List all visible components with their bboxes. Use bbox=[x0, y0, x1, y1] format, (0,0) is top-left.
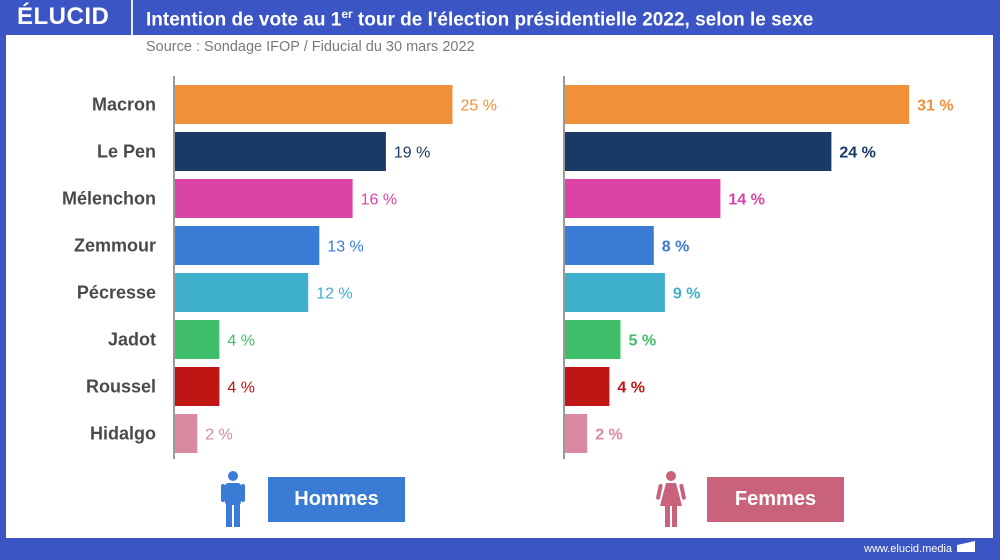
title-superscript: er bbox=[341, 7, 353, 21]
bar-hommes bbox=[175, 320, 220, 359]
value-label-femmes: 31 % bbox=[917, 98, 953, 115]
value-label-femmes: 4 % bbox=[617, 380, 645, 397]
bar-hommes bbox=[175, 179, 353, 218]
category-label: Le Pen bbox=[97, 142, 156, 162]
bar-femmes bbox=[565, 226, 654, 265]
legend-women-label: Femmes bbox=[734, 488, 817, 510]
value-label-hommes: 2 % bbox=[205, 427, 233, 444]
header: ÉLUCID Intention de vote au 1er tour de … bbox=[0, 0, 1000, 35]
title-part-1: Intention de vote au 1 bbox=[146, 9, 342, 31]
bar-hommes bbox=[175, 414, 198, 453]
bar-femmes bbox=[565, 414, 588, 453]
value-label-hommes: 4 % bbox=[227, 333, 255, 350]
bar-femmes bbox=[565, 132, 832, 171]
value-label-hommes: 13 % bbox=[327, 239, 363, 256]
bar-femmes bbox=[565, 273, 665, 312]
value-label-hommes: 19 % bbox=[394, 145, 430, 162]
bar-hommes bbox=[175, 367, 220, 406]
bar-femmes bbox=[565, 85, 910, 124]
value-label-femmes: 9 % bbox=[673, 286, 701, 303]
value-label-hommes: 25 % bbox=[461, 98, 497, 115]
bar-femmes bbox=[565, 367, 610, 406]
value-label-hommes: 16 % bbox=[361, 192, 397, 209]
header-separator bbox=[131, 0, 133, 35]
woman-icon bbox=[656, 471, 686, 527]
chart-source: Source : Sondage IFOP / Fiducial du 30 m… bbox=[146, 39, 475, 55]
category-label: Macron bbox=[92, 95, 156, 115]
man-icon bbox=[221, 471, 245, 527]
bar-hommes bbox=[175, 85, 453, 124]
bar-hommes bbox=[175, 273, 309, 312]
elucid-flag-icon bbox=[957, 541, 975, 552]
elucid-logo: ÉLUCID bbox=[17, 3, 110, 30]
footer-url[interactable]: www.elucid.media bbox=[864, 543, 953, 555]
category-label: Mélenchon bbox=[62, 189, 156, 209]
legend-men: Hommes bbox=[268, 477, 405, 522]
value-label-hommes: 4 % bbox=[227, 380, 255, 397]
bar-femmes bbox=[565, 179, 721, 218]
category-label: Zemmour bbox=[74, 236, 156, 256]
category-label: Jadot bbox=[108, 330, 156, 350]
value-label-femmes: 2 % bbox=[595, 427, 623, 444]
category-label: Roussel bbox=[86, 377, 156, 397]
bar-hommes bbox=[175, 226, 320, 265]
value-label-femmes: 8 % bbox=[662, 239, 690, 256]
category-label: Pécresse bbox=[77, 283, 156, 303]
legend-men-label: Hommes bbox=[294, 488, 379, 510]
bar-hommes bbox=[175, 132, 386, 171]
value-label-femmes: 14 % bbox=[728, 192, 764, 209]
bar-femmes bbox=[565, 320, 621, 359]
chart-title: Intention de vote au 1er tour de l'élect… bbox=[146, 7, 813, 31]
value-label-hommes: 12 % bbox=[316, 286, 352, 303]
value-label-femmes: 24 % bbox=[839, 145, 875, 162]
category-label: Hidalgo bbox=[90, 424, 156, 444]
value-label-femmes: 5 % bbox=[629, 333, 657, 350]
legend-women: Femmes bbox=[707, 477, 844, 522]
title-part-2: tour de l'élection présidentielle 2022, … bbox=[352, 9, 814, 31]
